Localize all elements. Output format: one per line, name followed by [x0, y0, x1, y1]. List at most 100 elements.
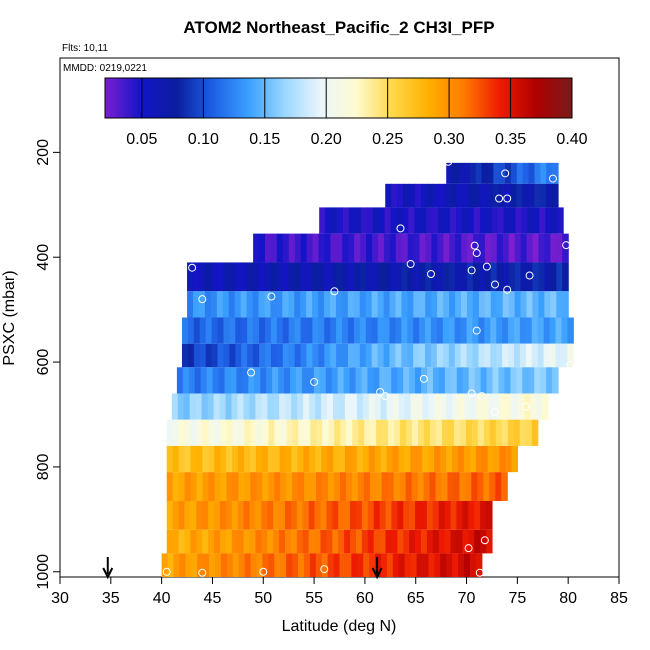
heatmap-cell: [396, 207, 404, 234]
heatmap-cell: [386, 445, 394, 473]
heatmap-cell: [255, 529, 262, 554]
heatmap-cell: [347, 262, 355, 292]
heatmap-cell: [391, 367, 398, 394]
heatmap-cell: [327, 445, 334, 473]
heatmap-cell: [258, 262, 266, 292]
heatmap-cell: [422, 393, 430, 420]
heatmap-cell: [368, 445, 376, 473]
heatmap-cell: [468, 500, 475, 530]
heatmap-cell: [246, 262, 254, 292]
heatmap-cell: [303, 553, 311, 577]
heatmap-cell: [216, 262, 224, 292]
heatmap-cell: [208, 472, 216, 501]
heatmap-cell: [300, 317, 308, 344]
heatmap-cell: [462, 529, 469, 554]
heatmap-cell: [208, 419, 216, 446]
heatmap-cell: [514, 233, 522, 263]
heatmap-cell: [371, 291, 379, 318]
heatmap-cell: [266, 367, 273, 394]
heatmap-cell: [403, 500, 410, 530]
heatmap-cell: [193, 262, 200, 292]
colorbar-tick-label: 0.25: [372, 131, 403, 148]
heatmap-cell: [324, 233, 331, 263]
heatmap-cell: [409, 367, 416, 394]
heatmap-cell: [405, 472, 413, 501]
heatmap-cell: [550, 291, 557, 318]
heatmap-cell: [279, 529, 286, 554]
heatmap-cell: [198, 262, 206, 292]
heatmap-cell: [463, 162, 471, 184]
heatmap-cell: [200, 367, 208, 394]
heatmap-cell: [402, 207, 410, 234]
heatmap-cell: [386, 393, 394, 420]
heatmap-cell: [309, 393, 316, 420]
heatmap-cell: [474, 367, 482, 394]
heatmap-cell: [419, 317, 426, 344]
heatmap-cell: [178, 445, 186, 473]
heatmap-cell: [487, 162, 494, 184]
heatmap-cell: [371, 262, 379, 292]
heatmap-cell: [232, 472, 239, 501]
heatmap-cell: [288, 317, 296, 344]
sample-point: [475, 568, 484, 577]
heatmap-cell: [389, 317, 396, 344]
heatmap-cell: [472, 317, 480, 344]
heatmap-cell: [244, 419, 252, 446]
heatmap-cell: [222, 262, 230, 292]
heatmap-cell: [432, 207, 439, 234]
heatmap-cell: [466, 291, 474, 318]
heatmap-cell: [479, 233, 486, 263]
heatmap-cell: [458, 393, 465, 420]
heatmap-cell: [379, 529, 387, 554]
heatmap-cell: [306, 233, 314, 263]
heatmap-cell: [232, 553, 240, 577]
heatmap-cell: [508, 343, 515, 368]
heatmap-cell: [207, 393, 215, 420]
heatmap-cell: [474, 183, 482, 208]
heatmap-cell: [421, 367, 428, 394]
heatmap-cell: [188, 367, 196, 394]
heatmap-cell: [474, 529, 481, 554]
heatmap-cell: [482, 393, 489, 420]
heatmap-cell: [367, 367, 375, 394]
heatmap-cell: [300, 262, 307, 292]
heatmap-cell: [450, 500, 458, 530]
heatmap-cell: [545, 207, 552, 234]
heatmap-cell: [312, 317, 319, 344]
heatmap-cell: [504, 183, 511, 208]
heatmap-cell: [515, 207, 523, 234]
heatmap-cell: [336, 317, 343, 344]
heatmap-cell: [440, 393, 447, 420]
heatmap-cell: [426, 529, 434, 554]
heatmap-cell: [211, 317, 219, 344]
heatmap-cell: [382, 419, 389, 446]
heatmap-cell: [438, 367, 446, 394]
heatmap-cell: [225, 500, 233, 530]
heatmap-cell: [360, 207, 368, 234]
heatmap-cell: [264, 233, 272, 263]
heatmap-cell: [404, 445, 411, 473]
heatmap-cell: [294, 262, 301, 292]
heatmap-cell: [228, 262, 236, 292]
heatmap-cell: [306, 291, 313, 318]
heatmap-cell: [219, 529, 227, 554]
heatmap-cell: [368, 393, 376, 420]
heatmap-cell: [345, 445, 352, 473]
heatmap-cell: [504, 367, 511, 394]
heatmap-cell: [519, 343, 527, 368]
heatmap-cell: [290, 500, 298, 530]
heatmap-cell: [308, 529, 316, 554]
heatmap-cell: [243, 393, 250, 420]
heatmap-cell: [401, 233, 409, 263]
heatmap-cell: [220, 445, 227, 473]
heatmap-cell: [409, 183, 416, 208]
heatmap-cell: [525, 419, 533, 446]
heatmap-cell: [226, 553, 234, 577]
heatmap-cell: [336, 343, 343, 368]
heatmap-cell: [373, 500, 381, 530]
heatmap-cell: [247, 317, 254, 344]
heatmap-cell: [512, 393, 519, 420]
heatmap-cell: [195, 393, 203, 420]
heatmap-cell: [465, 472, 472, 501]
heatmap-cell: [532, 233, 540, 263]
